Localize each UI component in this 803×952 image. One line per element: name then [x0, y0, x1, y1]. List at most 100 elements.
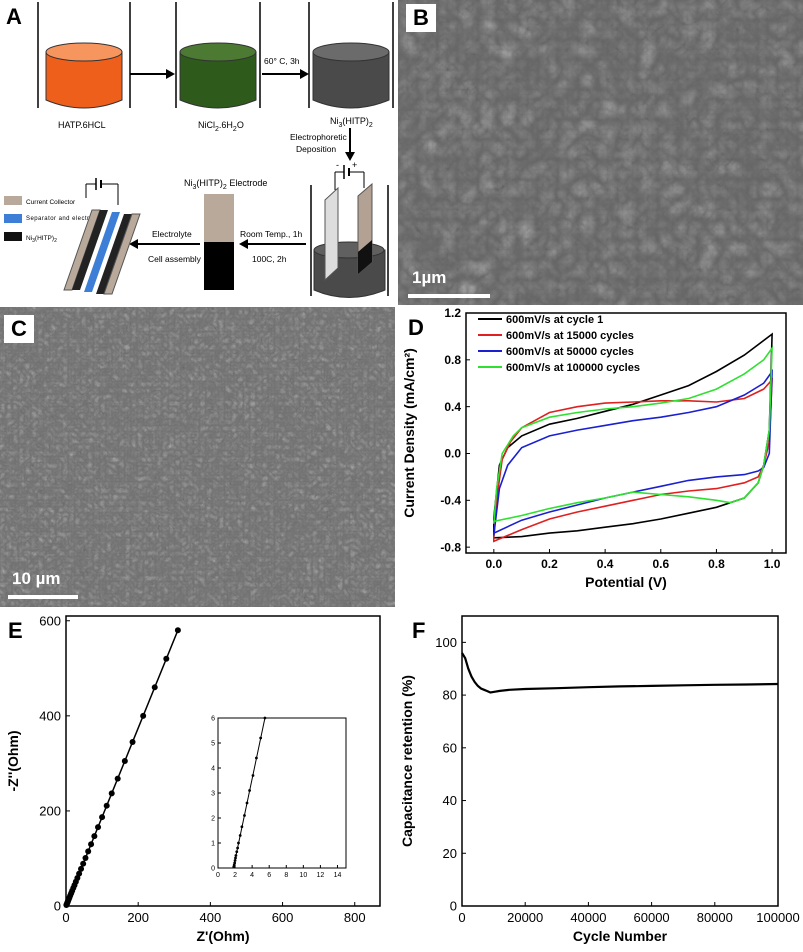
- nyquist-point: [129, 738, 136, 745]
- nyquist-point: [91, 833, 98, 840]
- electrode-collector: [204, 194, 234, 242]
- inset-y-tick-label: 6: [211, 716, 215, 723]
- inset-point: [237, 841, 240, 845]
- legend-collector-label: Current Collector: [26, 199, 76, 206]
- panel-label-e: E: [8, 618, 23, 643]
- plot-frame: [465, 312, 787, 554]
- legend-label-1: 600mV/s at cycle 1: [506, 314, 603, 326]
- inset-point: [259, 736, 263, 740]
- y-axis-label: -Z''(Ohm): [5, 730, 21, 791]
- retention-series-1: [461, 652, 779, 694]
- step-heat: 60° C, 3h: [264, 56, 300, 66]
- nyquist-point: [88, 841, 95, 848]
- electrode-title: Ni3(HITP)2 Electrode: [184, 178, 267, 191]
- x-tick-label: 200: [127, 910, 149, 925]
- y-tick-label: -0.4: [440, 494, 461, 508]
- beaker-ni3hitp2: [308, 2, 394, 109]
- y-axis-label: Capacitance retention (%): [399, 675, 415, 847]
- nyquist-point: [121, 758, 128, 764]
- scale-label-c: 10 µm: [12, 569, 61, 588]
- legend-label-3: 600mV/s at 50000 cycles: [506, 346, 634, 358]
- inset-point: [245, 801, 249, 805]
- plot-frame: [65, 615, 381, 907]
- panel-e: E 0 200 400 600 800 0 200 400 600 Z'(Ohm) -Z''(Ohm…: [0, 608, 398, 952]
- panel-label-a: A: [6, 4, 22, 29]
- panel-b: B 1µm: [398, 0, 803, 305]
- inset-y-tick-label: 2: [211, 816, 215, 823]
- y-tick-label: 40: [443, 793, 457, 808]
- x-tick-label: 1.0: [764, 557, 781, 571]
- x-tick-label: 400: [200, 910, 222, 925]
- inset-point: [235, 850, 239, 854]
- inset-x-tick-label: 12: [317, 872, 325, 879]
- electrode-film: [204, 242, 234, 290]
- panel-f: F 0 20000 40000 60000 80000 100000 0 20 40 60 80 10…: [398, 608, 803, 952]
- x-tick-label: 0: [458, 910, 465, 925]
- x-axis-label: Z'(Ohm): [196, 928, 249, 944]
- x-tick-label: 0.2: [541, 557, 558, 571]
- panel-d: D 0.0 0.2 0.4 0.6 0.8 1.0 -0.8 -0.4 0.0 0.4 0.8 1.2…: [398, 305, 803, 610]
- beaker-nicl2-caption: NiCl2.6H2O: [198, 120, 244, 133]
- scale-label-b: 1µm: [412, 268, 447, 287]
- inset-x-tick-label: 6: [267, 872, 271, 879]
- y-tick-label: 0.8: [444, 353, 461, 367]
- legend-separator-label: Separator and electrolyte: [26, 216, 105, 222]
- scale-bar-b: [408, 294, 490, 298]
- beaker-hatp: [37, 2, 131, 109]
- x-tick-label: 40000: [570, 910, 606, 925]
- x-tick-label: 0.4: [597, 557, 614, 571]
- sem-image-c: [0, 307, 395, 607]
- inset-point: [251, 774, 255, 777]
- beaker-hatp-caption: HATP.6HCL: [58, 120, 106, 130]
- inset-y-tick-label: 3: [211, 791, 215, 798]
- inset-y-tick-label: 5: [211, 741, 215, 748]
- y-tick-label: 600: [39, 613, 61, 628]
- step-cell-assembly: Cell assembly: [148, 254, 202, 264]
- nyquist-point: [103, 802, 110, 809]
- cv-series-4: [493, 345, 773, 524]
- inset-point: [236, 846, 240, 850]
- beaker-ni3hitp2-caption: Ni3(HITP)2: [330, 116, 373, 129]
- inset-y-tick-label: 0: [211, 866, 215, 873]
- x-tick-label: 800: [344, 910, 366, 925]
- panel-c: C 10 µm: [0, 307, 395, 607]
- legend-film-label: Ni3(HITP)2: [26, 235, 57, 244]
- nyquist-point: [174, 627, 181, 634]
- inset-y-tick-label: 4: [211, 766, 215, 773]
- y-tick-label: 20: [443, 846, 457, 861]
- y-tick-label: 100: [435, 635, 457, 650]
- nyquist-point: [99, 814, 106, 821]
- y-tick-label: 1.2: [444, 306, 461, 320]
- inset-point: [243, 814, 246, 817]
- sem-image-b: [398, 0, 803, 305]
- nyquist-point: [76, 870, 83, 877]
- inset-x-tick-label: 4: [250, 872, 254, 879]
- x-tick-label: 0: [62, 910, 69, 925]
- inset-x-tick-label: 14: [334, 872, 342, 879]
- x-tick-label: 0.0: [485, 557, 502, 571]
- inset-point: [255, 756, 258, 760]
- y-tick-label: -0.8: [440, 540, 461, 554]
- y-axis-label: Current Density (mA/cm²): [401, 348, 417, 518]
- x-tick-label: 60000: [634, 910, 670, 925]
- plot-frame: [461, 615, 779, 907]
- legend-swatch-film: [4, 232, 22, 241]
- panel-label-c: C: [4, 315, 34, 343]
- legend-swatch-collector: [4, 196, 22, 205]
- inset-x-tick-label: 8: [284, 872, 288, 879]
- nyquist-point: [80, 860, 87, 867]
- y-tick-label: 0: [450, 899, 457, 914]
- step-deposition: Deposition: [296, 144, 336, 154]
- panel-label-d: D: [408, 315, 424, 340]
- panel-label-f: F: [412, 618, 425, 643]
- scale-bar-c: [8, 595, 78, 599]
- nyquist-chart: E 0 200 400 600 8000200400600Z'(Ohm)-Z''(Ohm…: [5, 613, 381, 944]
- synthesis-schematic: A HATP.6HCL NiCl2.6H2O 60° C, 3h: [4, 2, 394, 298]
- inset-point: [233, 861, 237, 865]
- x-tick-label: 100000: [756, 910, 799, 925]
- y-tick-label: 0: [54, 899, 61, 914]
- beaker-nicl2: [175, 2, 261, 109]
- retention-chart: F 0 20000 40000 60000 80000 100000 0 20 40 60 80 10…: [399, 615, 800, 944]
- inset-point: [263, 716, 267, 720]
- electrode-minus: -: [336, 160, 339, 170]
